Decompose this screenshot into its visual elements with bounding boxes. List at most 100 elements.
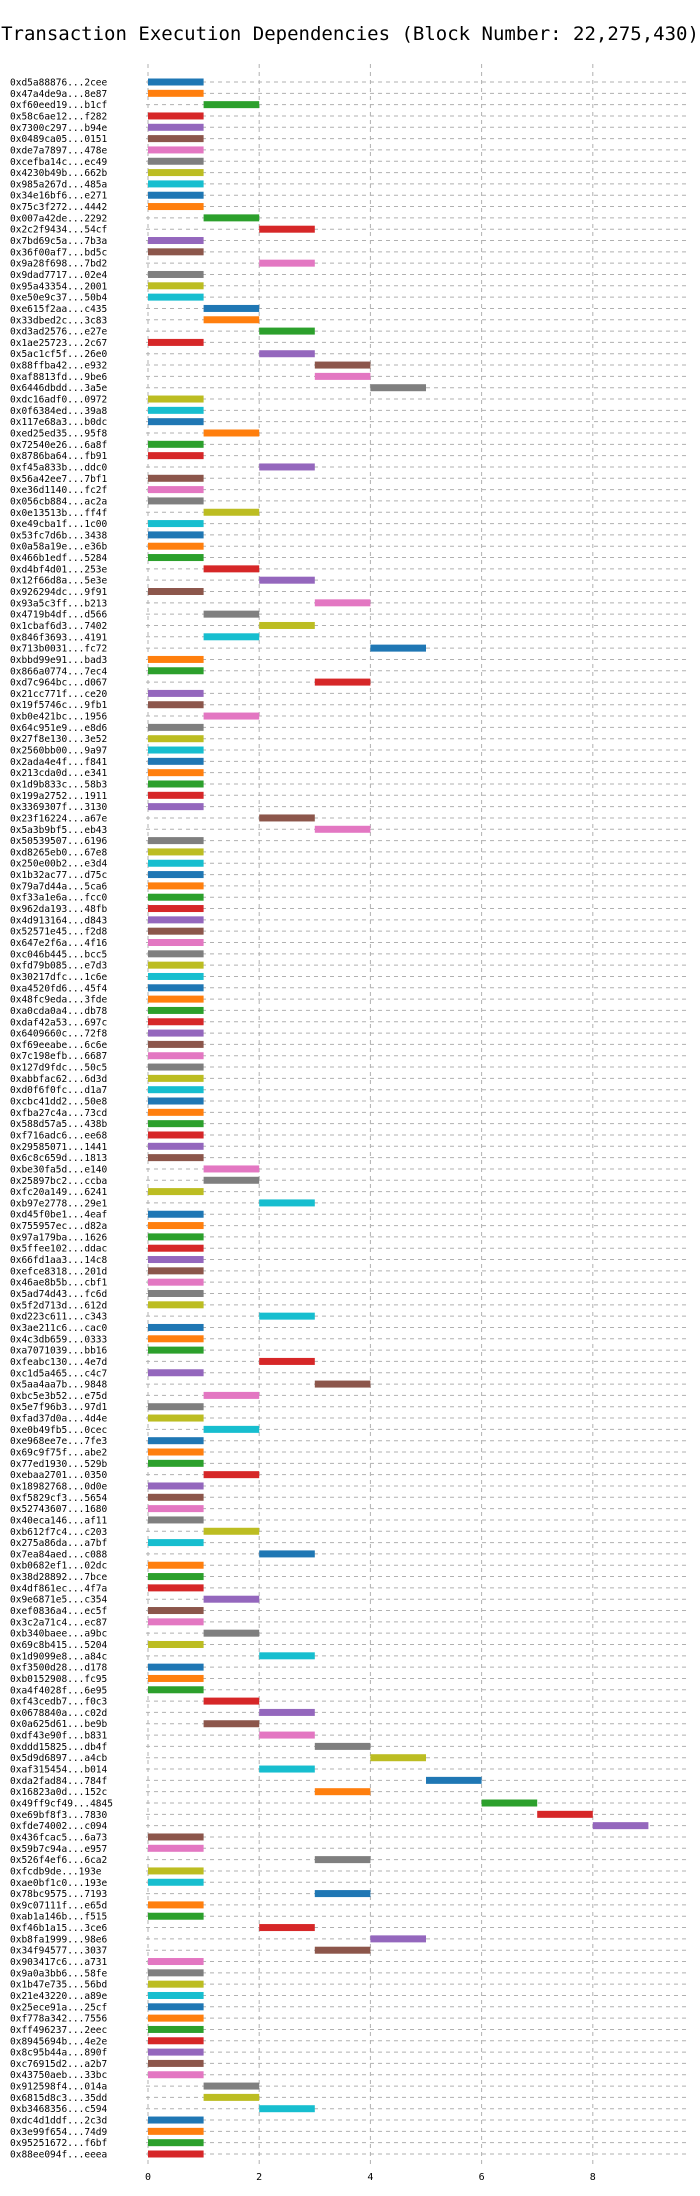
x-tick-label: 8 [590, 2172, 596, 2183]
transaction-label: 0xf46b1a15...3ce6 [10, 1923, 108, 1934]
transaction-bar [148, 667, 204, 675]
transaction-label: 0x1ae25723...2c67 [10, 338, 107, 349]
transaction-bar [370, 644, 426, 652]
transaction-bar [148, 723, 204, 731]
transaction-label: 0x9dad7717...02e4 [10, 270, 108, 281]
transaction-bar [314, 372, 371, 380]
transaction-label: 0x36f00af7...bd5c [10, 247, 107, 258]
transaction-bar [148, 1493, 204, 1501]
transaction-bar [148, 520, 204, 528]
transaction-label: 0x34f94577...3037 [10, 1946, 107, 1957]
transaction-label: 0x6446dbdd...3a5e [10, 383, 108, 394]
transaction-label: 0x7c198efb...6687 [10, 1051, 107, 1062]
transaction-label: 0x3ae211c6...cac0 [10, 1323, 108, 1334]
transaction-label: 0x2560bb00...9a97 [10, 746, 107, 757]
transaction-bar [148, 169, 204, 177]
transaction-bar [148, 1505, 204, 1513]
transaction-bar [203, 1595, 260, 1603]
transaction-label: 0x9a28f698...7bd2 [10, 259, 107, 270]
transaction-label: 0xd45f0be1...4eaf [10, 1210, 107, 1221]
transaction-bar [148, 882, 204, 890]
transaction-label: 0x47a4de9a...8e87 [10, 89, 107, 100]
transaction-bar [203, 214, 260, 222]
transaction-bar [148, 338, 204, 346]
transaction-label: 0xe968ee7e...7fe3 [10, 1436, 107, 1447]
transaction-label: 0xa4520fd6...45f4 [10, 983, 108, 994]
transaction-label: 0xb0682ef1...02dc [10, 1561, 107, 1572]
transaction-label: 0x5e7f96b3...97d1 [10, 1402, 108, 1413]
transaction-bar [148, 1006, 204, 1014]
transaction-label: 0x7ea84aed...c088 [10, 1549, 108, 1560]
transaction-bar [148, 1222, 204, 1230]
transaction-bar [148, 270, 204, 278]
transaction-label: 0x29585071...1441 [10, 1142, 108, 1153]
transaction-bar [314, 678, 371, 686]
transaction-label: 0x2ada4e4f...f841 [10, 757, 108, 768]
transaction-label: 0x9e6871e5...c354 [10, 1595, 108, 1606]
transaction-bar [203, 316, 260, 324]
transaction-label: 0xd4bf4d01...253e [10, 564, 108, 575]
transaction-label: 0x9a0a3bb6...58fe [10, 1968, 108, 1979]
transaction-bar [148, 2071, 204, 2079]
transaction-bar [148, 1233, 204, 1241]
transaction-label: 0x056cb884...ac2a [10, 496, 107, 507]
transaction-label: 0x436fcac5...6a73 [10, 1832, 107, 1843]
transaction-label: 0xf778a342...7556 [10, 2014, 108, 2025]
transaction-bar [148, 2127, 204, 2135]
transaction-label: 0x46ae8b5b...cbf1 [10, 1278, 108, 1289]
transaction-bar [148, 157, 204, 165]
transaction-label: 0x52571e45...f2d8 [10, 927, 108, 938]
transaction-bar [148, 89, 204, 97]
transaction-bar [148, 893, 204, 901]
transaction-bar [314, 599, 371, 607]
transaction-label: 0xfc20a149...6241 [10, 1187, 108, 1198]
transaction-bar [259, 621, 315, 629]
transaction-label: 0x40eca146...af11 [10, 1515, 108, 1526]
transaction-label: 0x53fc7d6b...3438 [10, 530, 108, 541]
transaction-label: 0x50539507...6196 [10, 836, 108, 847]
transaction-bar [259, 350, 315, 358]
transaction-bar [148, 1040, 204, 1048]
transaction-bar [148, 497, 204, 505]
transaction-bar [148, 191, 204, 199]
transaction-bar [148, 2139, 204, 2147]
transaction-label: 0x59b7c94a...e957 [10, 1844, 107, 1855]
transaction-label: 0x58c6ae12...f282 [10, 111, 107, 122]
transaction-bar [259, 1924, 315, 1932]
transaction-bar [148, 1323, 204, 1331]
transaction-bar [259, 463, 315, 471]
transaction-bar [148, 486, 204, 494]
transaction-label: 0xd223c611...c343 [10, 1312, 107, 1323]
grid-layer [146, 64, 686, 2164]
transaction-label: 0xd0f6f0fc...d1a7 [10, 1085, 107, 1096]
transaction-bar [148, 1403, 204, 1411]
transaction-label: 0x93a5c3ff...b213 [10, 598, 107, 609]
transaction-label: 0xe49cba1f...1c00 [10, 519, 108, 530]
transaction-bar [148, 927, 204, 935]
transaction-bar [148, 1120, 204, 1128]
transaction-bar [148, 769, 204, 777]
transaction-label: 0xb612f7c4...c203 [10, 1527, 107, 1538]
transaction-label: 0xddd15825...db4f [10, 1742, 107, 1753]
transaction-label: 0x5ac1cf5f...26e0 [10, 349, 108, 360]
transaction-bar [148, 2037, 204, 2045]
transaction-label: 0xf60eed19...b1cf [10, 100, 107, 111]
transaction-bar [148, 1063, 204, 1071]
transaction-bar [148, 1459, 204, 1467]
transaction-label: 0x66fd1aa3...14c8 [10, 1255, 108, 1266]
transaction-bar [148, 418, 204, 426]
transaction-bar [203, 508, 260, 516]
x-tick-label: 0 [145, 2172, 151, 2183]
transaction-label: 0x78bc9575...7193 [10, 1889, 107, 1900]
transaction-label: 0x588d57a5...438b [10, 1119, 108, 1130]
transaction-bar [148, 1958, 204, 1966]
transaction-bar [148, 1289, 204, 1297]
transaction-bar [481, 1799, 538, 1807]
transaction-label: 0xf45a833b...ddc0 [10, 462, 108, 473]
transaction-bar [370, 1935, 426, 1943]
transaction-bar [592, 1822, 649, 1830]
transaction-bar [203, 1471, 260, 1479]
transaction-bar [148, 78, 204, 86]
transaction-label: 0x275a86da...a7bf [10, 1538, 107, 1549]
transaction-bar [537, 1810, 593, 1818]
